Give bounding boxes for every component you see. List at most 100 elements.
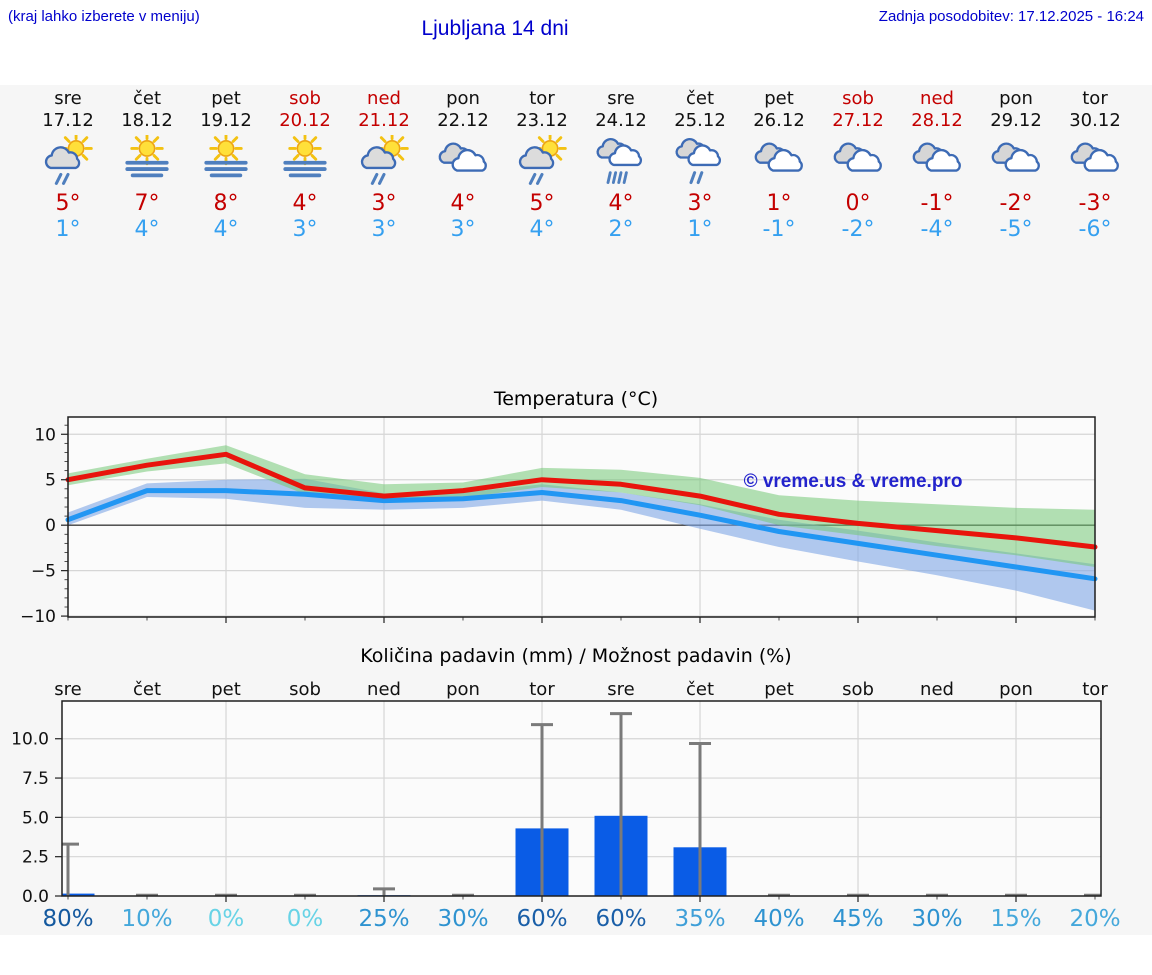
cloud-rain-heavy-icon xyxy=(596,137,642,184)
sun-cloud-shower-icon xyxy=(360,131,409,185)
precipitation-chart-title: Količina padavin (mm) / Možnost padavin … xyxy=(360,645,792,667)
weather-icon-cell xyxy=(107,131,187,189)
svg-text:0: 0 xyxy=(45,516,56,536)
temp-min: -2° xyxy=(841,217,875,242)
temp-min: 4° xyxy=(134,217,160,242)
day-name: pon xyxy=(999,88,1033,109)
forecast-day-17.12: sre 17.12 5° 1° xyxy=(28,88,108,243)
forecast-day-28.12: ned 28.12 -1° -4° xyxy=(897,88,977,243)
weather-icon-cell xyxy=(502,131,582,189)
temp-max: 4° xyxy=(608,191,634,216)
svg-text:−10: −10 xyxy=(20,607,56,625)
temp-min: -4° xyxy=(920,217,954,242)
svg-text:−5: −5 xyxy=(31,562,56,582)
temp-max: 0° xyxy=(845,191,871,216)
svg-text:10: 10 xyxy=(34,425,56,445)
forecast-panel: sre 17.12 5° 1° čet 18.12 7° 4° pet 19.12 8° 4° sob 2… xyxy=(0,85,1152,935)
precip-probability: 40% xyxy=(753,906,804,932)
temp-max: 8° xyxy=(213,191,239,216)
forecast-day-20.12: sob 20.12 4° 3° xyxy=(265,88,345,243)
temperature-chart: 10 5 0 −5 −10 © vreme.us & vreme.pro xyxy=(20,416,1098,625)
day-name: ned xyxy=(367,88,401,109)
precip-day-label: pon xyxy=(999,679,1033,700)
day-name: sob xyxy=(289,88,321,109)
page-title: Ljubljana 14 dni xyxy=(421,17,569,40)
svg-text:2.5: 2.5 xyxy=(22,848,49,868)
precip-bar xyxy=(62,893,95,896)
precip-probability: 0% xyxy=(287,906,324,932)
cloudy-icon xyxy=(833,142,882,172)
forecast-day-21.12: ned 21.12 3° 3° xyxy=(344,88,424,243)
day-date: 26.12 xyxy=(753,110,805,131)
day-name: pon xyxy=(446,88,480,109)
weather-icon-cell xyxy=(186,131,266,189)
sun-fog-icon xyxy=(283,131,327,178)
menu-hint-link[interactable]: (kraj lahko izberete v meniju) xyxy=(8,8,200,25)
precip-probability: 15% xyxy=(990,906,1041,932)
forecast-day-30.12: tor 30.12 -3° -6° xyxy=(1055,88,1135,243)
watermark: © vreme.us & vreme.pro xyxy=(744,471,963,492)
last-update-text: Zadnja posodobitev: 17.12.2025 - 16:24 xyxy=(878,8,1144,25)
precipitation-chart: sre čet pet sob ned pon tor sre čet pet sob ned pon t… xyxy=(11,679,1120,932)
temp-max: -2° xyxy=(999,191,1033,216)
temp-min: 3° xyxy=(292,217,318,242)
weather-icon-cell xyxy=(739,135,819,189)
precip-probability: 80% xyxy=(42,906,93,932)
precip-probability: 30% xyxy=(437,906,488,932)
day-date: 21.12 xyxy=(358,110,410,131)
precip-day-label: sre xyxy=(607,679,634,700)
svg-text:7.5: 7.5 xyxy=(22,769,49,789)
temp-max: 4° xyxy=(450,191,476,216)
cloud-rain-icon xyxy=(675,137,721,185)
sun-fog-icon xyxy=(204,131,248,178)
day-date: 28.12 xyxy=(911,110,963,131)
day-date: 18.12 xyxy=(121,110,173,131)
precip-day-label: ned xyxy=(367,679,401,700)
precip-probability: 35% xyxy=(674,906,725,932)
precip-probability: 30% xyxy=(911,906,962,932)
precip-day-label: pon xyxy=(446,679,480,700)
precip-day-label: pet xyxy=(764,679,794,700)
day-date: 22.12 xyxy=(437,110,489,131)
day-date: 17.12 xyxy=(42,110,94,131)
temp-max: 4° xyxy=(292,191,318,216)
precip-day-label: sob xyxy=(842,679,874,700)
temp-max: 5° xyxy=(529,191,555,216)
svg-text:5.0: 5.0 xyxy=(22,808,49,828)
cloudy-icon xyxy=(991,142,1040,172)
temp-max: 5° xyxy=(55,191,81,216)
precip-probability: 10% xyxy=(121,906,172,932)
temp-min: 4° xyxy=(213,217,239,242)
precip-day-label: tor xyxy=(1082,679,1108,700)
temp-min: -6° xyxy=(1078,217,1112,242)
day-date: 20.12 xyxy=(279,110,331,131)
weather-icon-cell xyxy=(1055,135,1135,189)
temperatura-min-line xyxy=(65,488,1098,582)
weather-icon-cell xyxy=(818,135,898,189)
forecast-day-23.12: tor 23.12 5° 4° xyxy=(502,88,582,243)
day-name: sre xyxy=(54,88,82,109)
weather-icon-cell xyxy=(581,135,661,189)
temp-min: 3° xyxy=(450,217,476,242)
day-date: 25.12 xyxy=(674,110,726,131)
sun-fog-icon xyxy=(125,131,169,178)
precip-probability: 20% xyxy=(1069,906,1120,932)
precip-day-label: čet xyxy=(686,679,714,700)
temp-min: 3° xyxy=(371,217,397,242)
precip-day-label: tor xyxy=(529,679,555,700)
day-name: čet xyxy=(685,88,715,109)
cloudy-icon xyxy=(438,142,487,172)
forecast-day-22.12: pon 22.12 4° 3° xyxy=(423,88,503,243)
weather-icon-cell xyxy=(28,131,108,189)
temp-max: 7° xyxy=(134,191,160,216)
weather-icon-cell xyxy=(265,131,345,189)
day-name: ned xyxy=(920,88,954,109)
precip-day-label: sob xyxy=(289,679,321,700)
temp-min: 2° xyxy=(608,217,634,242)
day-name: pet xyxy=(764,88,794,109)
cloudy-icon xyxy=(1070,142,1119,172)
day-date: 30.12 xyxy=(1069,110,1121,131)
temp-max: 3° xyxy=(371,191,397,216)
svg-text:5: 5 xyxy=(45,471,56,491)
